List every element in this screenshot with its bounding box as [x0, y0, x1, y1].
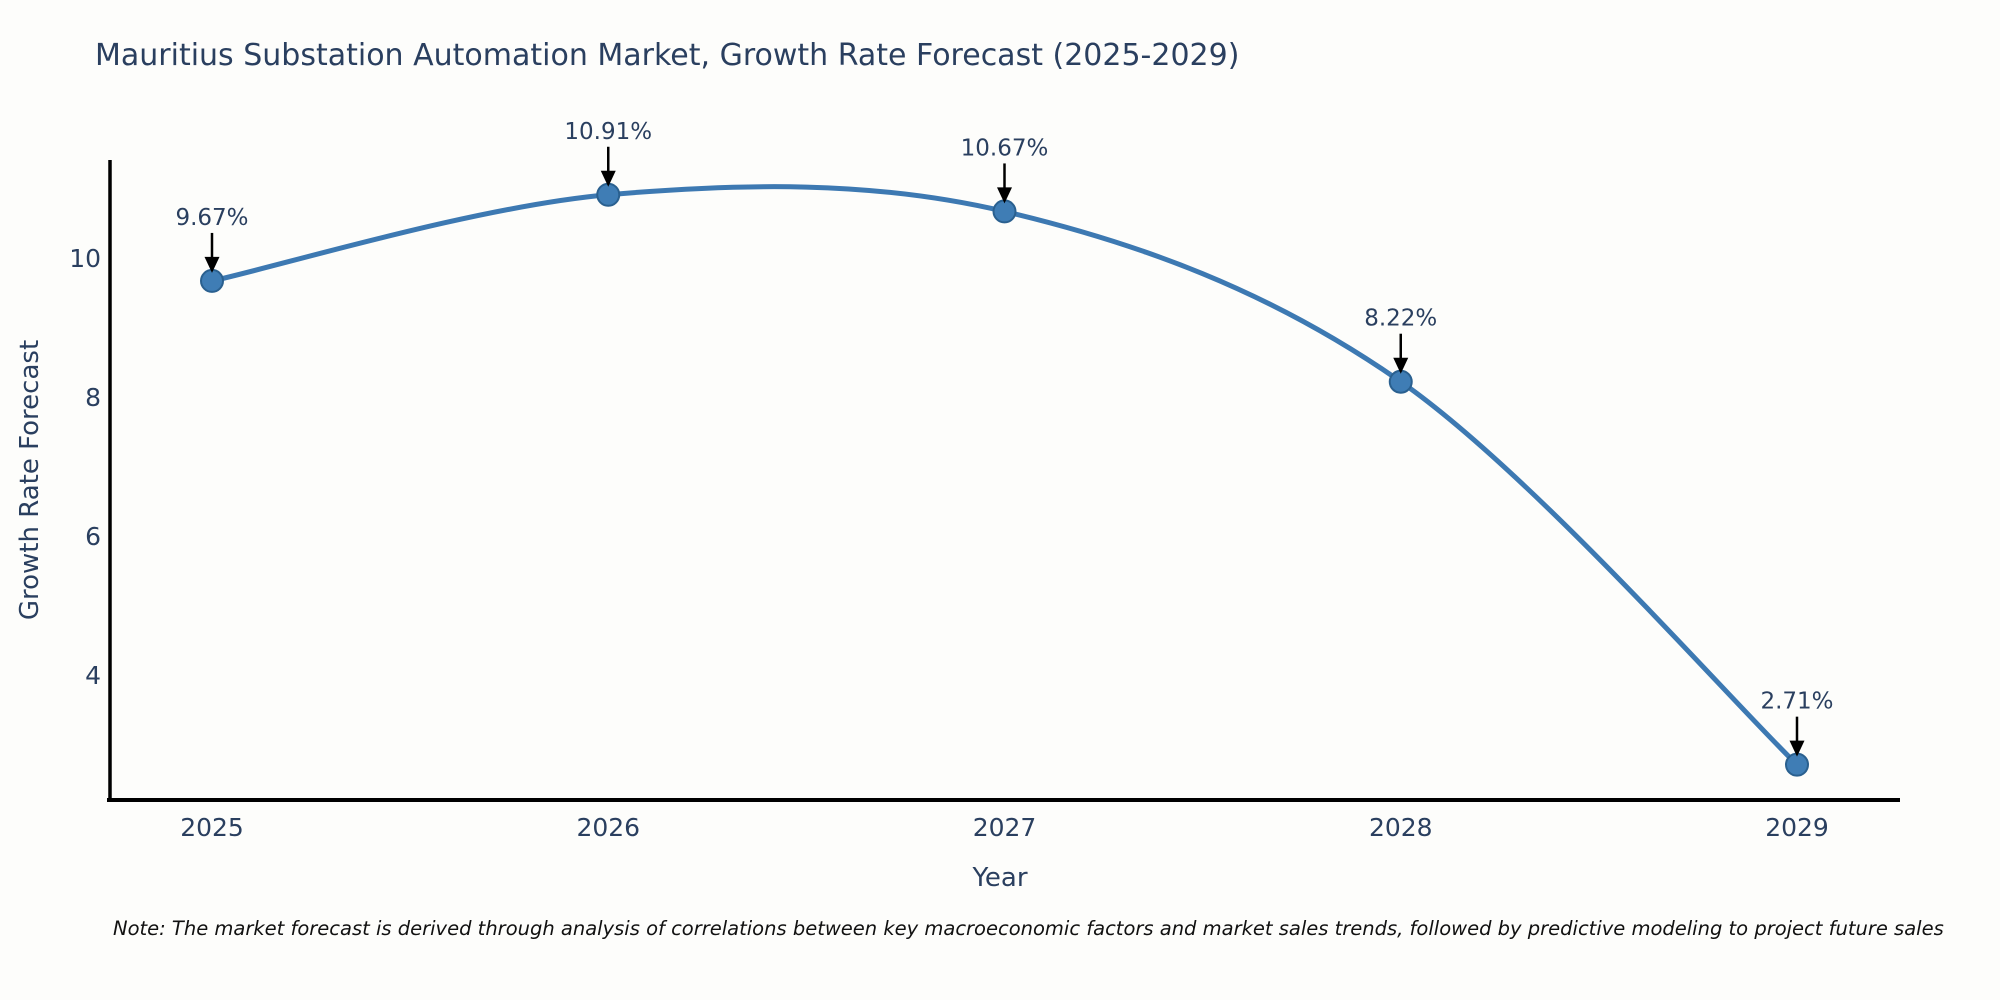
- data-point-marker[interactable]: [1388, 369, 1413, 394]
- annotation-arrowhead: [1393, 357, 1409, 374]
- data-point-marker[interactable]: [992, 199, 1017, 224]
- data-point-label: 2.71%: [1760, 689, 1833, 715]
- data-point-label: 10.91%: [564, 119, 652, 145]
- chart-title: Mauritius Substation Automation Market, …: [95, 38, 1240, 73]
- x-tick-label: 2027: [973, 813, 1037, 842]
- x-tick-label: 2026: [576, 813, 640, 842]
- data-point-marker[interactable]: [596, 182, 621, 207]
- y-tick-label: 8: [85, 383, 101, 412]
- data-point-marker[interactable]: [200, 268, 224, 293]
- y-tick-label: 4: [85, 661, 101, 690]
- annotation-arrowhead: [600, 170, 616, 187]
- y-tick-label: 10: [69, 244, 101, 273]
- annotation-arrowhead: [1789, 740, 1805, 757]
- data-point-marker[interactable]: [1785, 752, 1809, 777]
- data-point-label: 8.22%: [1364, 306, 1437, 332]
- x-axis-title: Year: [971, 863, 1027, 893]
- annotation-arrowhead: [997, 187, 1012, 204]
- x-tick-label: 2029: [1765, 813, 1829, 842]
- annotation-arrowhead: [204, 256, 220, 273]
- data-point-label: 9.67%: [175, 205, 248, 231]
- trend-line: [209, 184, 1800, 768]
- data-point-label: 10.67%: [961, 135, 1049, 161]
- y-axis-title: Growth Rate Forecast: [15, 340, 45, 620]
- footnote: Note: The market forecast is derived thr…: [113, 917, 1944, 940]
- x-tick-label: 2028: [1369, 813, 1433, 842]
- x-tick-label: 2025: [180, 813, 244, 842]
- y-tick-label: 6: [85, 522, 101, 551]
